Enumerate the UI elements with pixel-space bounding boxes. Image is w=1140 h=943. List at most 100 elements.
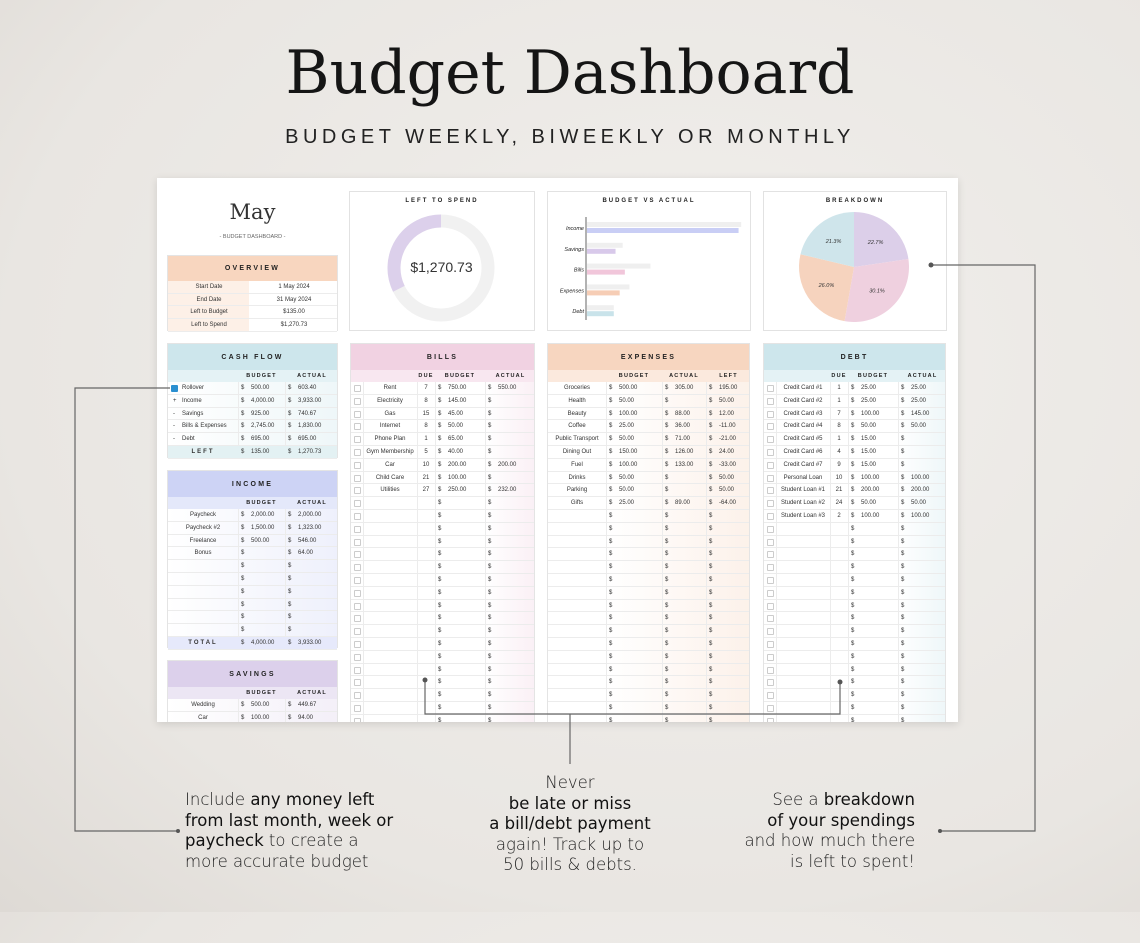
paid-checkbox[interactable] (767, 551, 774, 559)
paid-checkbox[interactable] (354, 589, 361, 597)
debt-name: Student Loan #1 (780, 487, 826, 494)
paid-checkbox[interactable] (354, 436, 361, 444)
paid-checkbox[interactable] (354, 410, 361, 418)
paid-checkbox[interactable] (767, 500, 774, 508)
currency-symbol: $ (609, 653, 613, 660)
paid-checkbox[interactable] (767, 410, 774, 418)
paid-checkbox[interactable] (354, 717, 361, 722)
paid-checkbox[interactable] (767, 615, 774, 623)
paid-checkbox[interactable] (354, 705, 361, 712)
paid-checkbox[interactable] (354, 666, 361, 674)
currency-symbol: $ (288, 576, 292, 582)
currency-symbol: $ (288, 614, 292, 621)
paid-checkbox[interactable] (767, 589, 774, 597)
paid-checkbox[interactable] (767, 641, 774, 648)
expenses-row: Beauty $100.00 $88.00 $12.00 (548, 408, 749, 421)
cash-flow-row: Rollover $500.00 $603.40 (168, 382, 337, 395)
currency-symbol: $ (901, 692, 905, 699)
budget-amount: 15.00 (861, 461, 877, 468)
paid-checkbox[interactable] (354, 602, 361, 610)
paid-checkbox[interactable] (354, 397, 361, 405)
paid-checkbox[interactable] (767, 628, 774, 636)
paid-checkbox[interactable] (767, 423, 774, 431)
currency-symbol: $ (288, 588, 292, 595)
paid-checkbox[interactable] (767, 474, 774, 482)
paid-checkbox[interactable] (767, 525, 774, 533)
paid-checkbox[interactable] (354, 385, 361, 392)
paid-checkbox[interactable] (354, 474, 361, 482)
bills-row: $ $ (351, 676, 534, 690)
paid-checkbox[interactable] (767, 513, 774, 520)
paid-checkbox[interactable] (354, 628, 361, 636)
paid-checkbox[interactable] (354, 500, 361, 508)
debt-name: Credit Card #6 (783, 449, 823, 455)
paid-checkbox[interactable] (767, 449, 774, 456)
paid-checkbox[interactable] (354, 615, 361, 623)
paid-checkbox[interactable] (767, 705, 774, 712)
currency-symbol: $ (901, 628, 905, 635)
bills-row: $ $ (351, 715, 534, 722)
currency-symbol: $ (901, 525, 905, 532)
pie-label: 30.1% (869, 289, 885, 295)
paid-checkbox[interactable] (354, 538, 361, 546)
paid-checkbox[interactable] (767, 577, 774, 584)
paid-checkbox[interactable] (354, 641, 361, 648)
paid-checkbox[interactable] (354, 551, 361, 559)
paid-checkbox[interactable] (767, 487, 774, 495)
bills-name: Gym Membership (366, 449, 414, 455)
expense-name: Beauty (567, 410, 587, 417)
debt-row: $ $ (764, 574, 945, 587)
paid-checkbox[interactable] (354, 423, 361, 431)
paid-checkbox[interactable] (767, 666, 774, 674)
bar-actual-savings (587, 248, 616, 254)
paid-checkbox[interactable] (767, 397, 774, 405)
debt-row: $ $ (764, 536, 945, 549)
currency-symbol: $ (901, 538, 905, 545)
cash-flow-label: Savings (182, 410, 204, 417)
debt-row: $ $ (764, 523, 945, 536)
rollover-checkbox[interactable] (171, 385, 178, 392)
paid-checkbox[interactable] (767, 692, 774, 700)
currency-symbol: $ (901, 410, 905, 417)
paid-checkbox[interactable] (354, 679, 361, 687)
total-label: LEFT (191, 449, 215, 455)
paid-checkbox[interactable] (767, 602, 774, 610)
paid-checkbox[interactable] (354, 513, 361, 520)
overview-row: Left to Spend $1,270.73 (168, 318, 337, 332)
bar-actual-expenses (587, 290, 620, 296)
budget-amount: 100.00 (619, 410, 638, 417)
paid-checkbox[interactable] (354, 525, 361, 533)
paid-checkbox[interactable] (767, 436, 774, 444)
bar-budget-savings (587, 242, 623, 248)
actual-amount: 64.00 (298, 550, 314, 557)
paid-checkbox[interactable] (767, 461, 774, 469)
currency-symbol: $ (665, 705, 669, 711)
currency-symbol: $ (438, 538, 442, 545)
paid-checkbox[interactable] (354, 487, 361, 495)
paid-checkbox[interactable] (767, 538, 774, 546)
currency-symbol: $ (609, 602, 613, 609)
expenses-row: Coffee $25.00 $36.00 $ -11.00 (548, 420, 749, 434)
paid-checkbox[interactable] (767, 679, 774, 687)
paid-checkbox[interactable] (767, 564, 774, 572)
annotation-highlight: paycheck (185, 831, 264, 850)
currency-symbol: $ (901, 500, 905, 507)
currency-symbol: $ (665, 628, 669, 635)
currency-symbol: $ (288, 512, 292, 518)
paid-checkbox[interactable] (767, 385, 774, 392)
paid-checkbox[interactable] (354, 461, 361, 469)
cash-flow-total-row: LEFT $135.00 $1,270.73 (168, 446, 337, 459)
actual-amount: 88.00 (675, 410, 691, 417)
paid-checkbox[interactable] (354, 564, 361, 572)
paid-checkbox[interactable] (354, 692, 361, 700)
paid-checkbox[interactable] (767, 653, 774, 661)
overview-value: 1 May 2024 (278, 284, 310, 290)
paid-checkbox[interactable] (354, 653, 361, 661)
actual-amount: 3,933.00 (298, 397, 322, 404)
paid-checkbox[interactable] (767, 717, 774, 722)
overview-row: Start Date 1 May 2024 (168, 281, 337, 294)
paid-checkbox[interactable] (354, 449, 361, 456)
currency-symbol: $ (488, 577, 492, 583)
debt-row: $ $ (764, 548, 945, 562)
paid-checkbox[interactable] (354, 577, 361, 584)
